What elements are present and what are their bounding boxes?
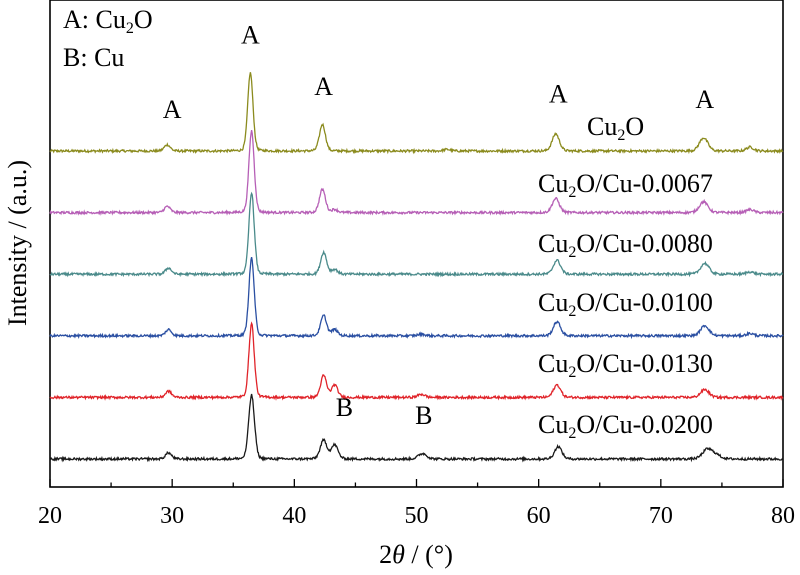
peak-annotation: A [549, 80, 568, 109]
legend-group: A: Cu2O B: Cu [63, 5, 153, 72]
x-axis-label-unit: / (°) [405, 540, 453, 569]
x-axis-label-theta: θ [392, 540, 405, 569]
series-label: Cu2O/Cu-0.0080 [538, 229, 713, 261]
series-label: Cu2O/Cu-0.0200 [538, 410, 713, 442]
peak-annotation: A [314, 72, 333, 101]
peak-annotation: A [241, 20, 260, 49]
x-tick-label: 70 [649, 503, 673, 529]
series-line [49, 72, 784, 155]
series-label: Cu2O/Cu-0.0130 [538, 349, 713, 381]
x-axis-label-symbol: 2 [379, 540, 392, 569]
x-tick-label: 30 [160, 503, 184, 529]
peak-annotations-group: A A A A A B B [163, 20, 715, 430]
series-line [49, 256, 784, 340]
x-tick-label: 80 [771, 503, 795, 529]
series-line [49, 191, 784, 278]
peak-annotation: A [163, 95, 182, 124]
series-line [49, 393, 784, 463]
x-ticks-group: 20 30 40 50 60 70 80 [38, 479, 795, 529]
legend-entry: B: Cu [63, 43, 124, 72]
series-label: Cu2O/Cu-0.0067 [538, 169, 713, 201]
x-tick-label: 50 [405, 503, 429, 529]
series-line [49, 129, 784, 216]
series-line [49, 321, 784, 401]
y-axis-label: Intensity / (a.u.) [3, 160, 32, 326]
x-axis-label: 2θ / (°) [379, 540, 453, 569]
series-labels-group: Cu2O Cu2O/Cu-0.0067 Cu2O/Cu-0.0080 Cu2O/Cu-… [538, 112, 713, 442]
legend-entry: A: Cu2O [63, 5, 153, 37]
x-tick-label: 60 [527, 503, 551, 529]
series-label: Cu2O [587, 112, 644, 144]
series-group [49, 72, 784, 463]
peak-annotation: B [336, 393, 353, 422]
x-tick-label: 20 [38, 503, 62, 529]
series-label: Cu2O/Cu-0.0100 [538, 288, 713, 320]
peak-annotation: B [415, 401, 432, 430]
peak-annotation: A [695, 85, 714, 114]
x-tick-label: 40 [282, 503, 306, 529]
